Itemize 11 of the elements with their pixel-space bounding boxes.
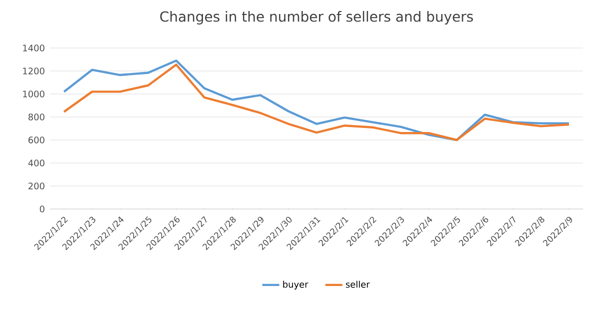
y-tick-label: 1400: [23, 44, 44, 52]
y-tick-label: 600: [28, 136, 44, 144]
y-tick-label: 400: [28, 160, 44, 166]
y-tick-label: 0: [40, 206, 44, 212]
y-tick-label: 1000: [23, 90, 44, 98]
chart-title: Changes in the number of sellers and buyers: [160, 11, 473, 25]
legend-label: seller: [346, 280, 370, 288]
y-tick-label: 1200: [23, 68, 44, 74]
y-tick-label: 800: [28, 114, 44, 120]
legend-label: buyer: [283, 280, 308, 290]
y-tick-label: 200: [28, 182, 44, 190]
